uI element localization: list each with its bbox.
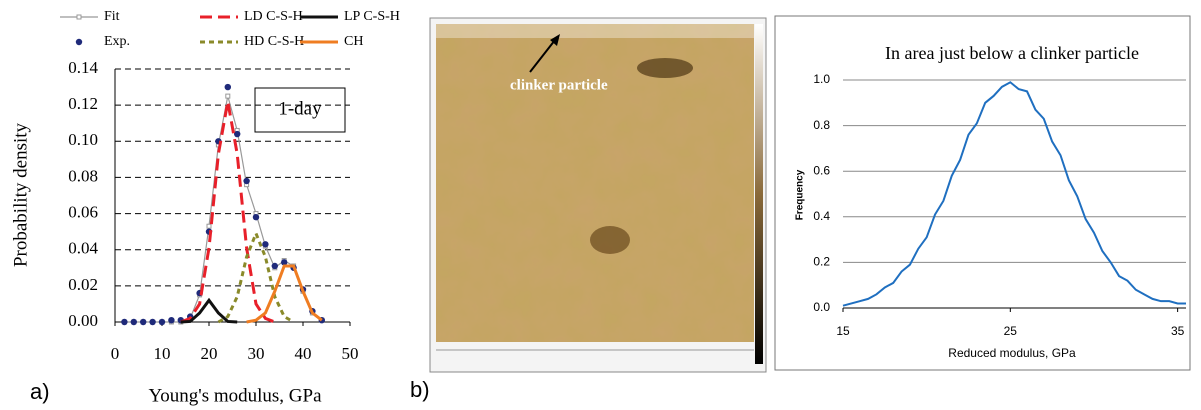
x-tick-label: 25	[1004, 324, 1018, 338]
data-point	[225, 93, 231, 99]
x-tick-label: 35	[1171, 324, 1185, 338]
annotation: 1-day	[278, 98, 322, 119]
series-line	[217, 229, 295, 324]
x-tick-label: 50	[342, 344, 359, 363]
data-point	[234, 130, 241, 138]
x-tick-label: 10	[154, 344, 171, 363]
data-point	[281, 259, 288, 266]
image-annotation: clinker particle	[510, 77, 608, 93]
data-point	[158, 318, 166, 326]
y-tick-label: 0.08	[68, 166, 98, 185]
y-tick-label: 0.6	[813, 163, 830, 177]
data-point	[149, 318, 156, 326]
x-axis-title: Reduced modulus, GPa	[948, 346, 1076, 360]
x-axis-title: Young's modulus, GPa	[148, 385, 322, 406]
data-point	[140, 318, 147, 326]
micrograph	[429, 17, 767, 373]
legend-label: CH	[344, 34, 363, 49]
data-point	[243, 177, 250, 185]
y-tick-label: 0.12	[68, 94, 98, 113]
y-tick-label: 0.14	[68, 58, 98, 77]
y-tick-label: 0.02	[68, 275, 98, 294]
data-point	[224, 83, 231, 91]
y-tick-label: 1.0	[813, 72, 830, 86]
y-tick-label: 0.04	[68, 239, 98, 258]
x-tick-label: 20	[201, 344, 218, 363]
data-point	[206, 223, 212, 229]
data-point	[168, 316, 175, 324]
series-line	[180, 297, 238, 324]
y-tick-label: 0.0	[813, 300, 830, 314]
panel-label: b)	[410, 377, 430, 402]
legend-swatch	[75, 38, 83, 46]
x-tick-label: 40	[295, 344, 312, 363]
legend-label: Exp.	[104, 34, 130, 49]
data-point	[271, 262, 278, 270]
data-point	[252, 213, 260, 221]
legend-swatch	[76, 14, 82, 20]
legend-label: HD C-S-H	[244, 34, 304, 49]
legend-label: Fit	[104, 9, 120, 24]
data-point	[130, 318, 137, 326]
series-line	[180, 101, 276, 324]
panel-label: a)	[30, 379, 50, 404]
y-axis-title: Frequency	[795, 169, 806, 220]
data-point	[262, 241, 269, 248]
chart-frame	[774, 15, 1191, 371]
legend-label: LD C-S-H	[244, 9, 303, 24]
y-tick-label: 0.4	[813, 209, 830, 223]
x-tick-label: 0	[111, 344, 120, 363]
y-tick-label: 0.2	[813, 255, 830, 269]
chart-title: In area just below a clinker particle	[885, 43, 1139, 63]
annotation-box	[254, 87, 346, 133]
series-line	[124, 95, 323, 323]
series-line	[842, 81, 1186, 307]
legend-label: LP C-S-H	[344, 9, 400, 24]
y-tick-label: 0.06	[68, 202, 98, 221]
data-point	[121, 318, 128, 326]
y-tick-label: 0.00	[68, 311, 98, 330]
x-tick-label: 30	[248, 344, 265, 363]
x-tick-label: 15	[836, 324, 850, 338]
y-tick-label: 0.8	[813, 118, 830, 132]
y-tick-label: 0.10	[68, 130, 98, 149]
y-axis-title: Probability density	[10, 122, 31, 267]
series-line	[246, 264, 323, 324]
